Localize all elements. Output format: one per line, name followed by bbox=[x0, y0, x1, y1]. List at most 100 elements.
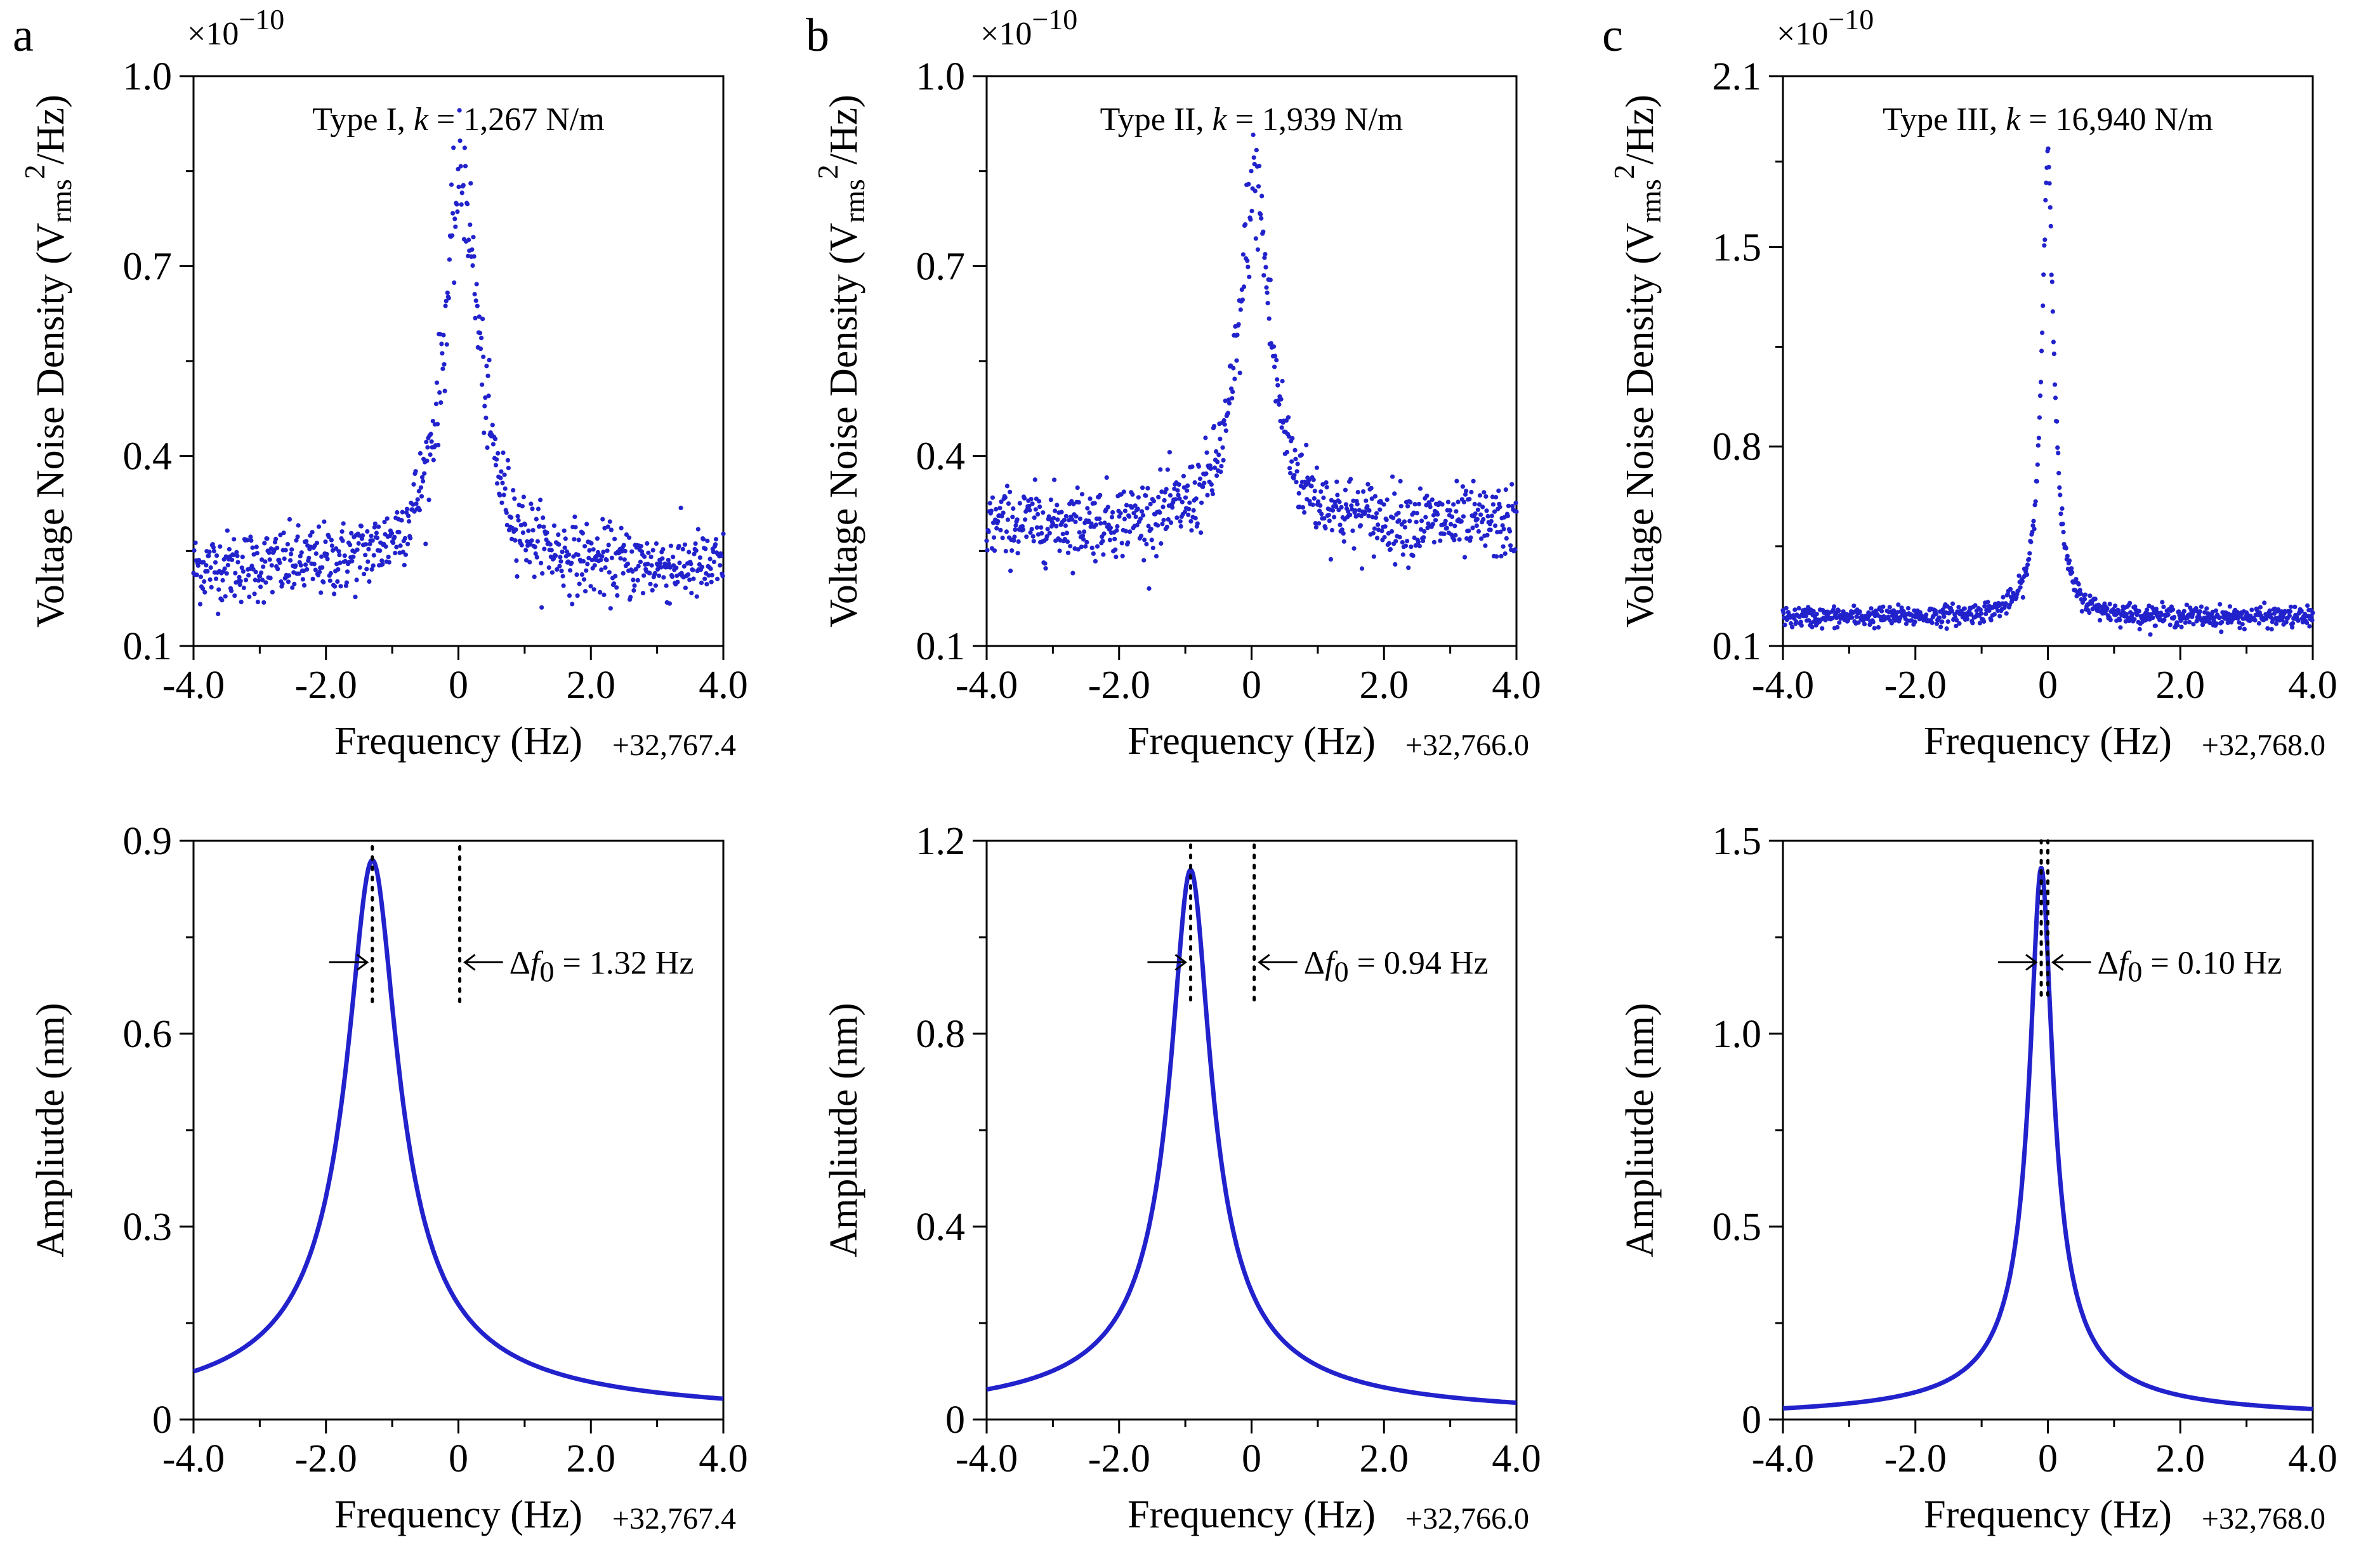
data-point bbox=[1023, 517, 1028, 522]
data-point bbox=[2087, 610, 2092, 616]
data-point bbox=[1341, 539, 1346, 544]
data-point bbox=[709, 579, 714, 584]
x-tick-label: 2.0 bbox=[567, 664, 616, 707]
data-point bbox=[2082, 596, 2088, 602]
data-point bbox=[1933, 612, 1938, 617]
data-point bbox=[2050, 309, 2055, 314]
data-point bbox=[1029, 527, 1034, 532]
data-point bbox=[275, 545, 280, 551]
data-point bbox=[1055, 517, 1060, 522]
data-point bbox=[2130, 612, 2135, 617]
data-point bbox=[1101, 552, 1106, 557]
data-point bbox=[1032, 477, 1037, 482]
data-point bbox=[1033, 507, 1038, 512]
data-point bbox=[1962, 606, 1967, 611]
data-point bbox=[1887, 605, 1892, 610]
data-point bbox=[385, 516, 390, 521]
data-point bbox=[278, 532, 283, 537]
data-point bbox=[418, 485, 424, 490]
data-point bbox=[1318, 489, 1324, 494]
data-point bbox=[686, 572, 691, 577]
data-point bbox=[353, 595, 358, 600]
y-tick-label: 1.5 bbox=[1713, 820, 1762, 863]
data-point bbox=[1335, 492, 1340, 497]
data-point bbox=[1130, 492, 1135, 497]
data-point bbox=[477, 314, 482, 319]
data-point bbox=[2187, 619, 2192, 624]
data-point bbox=[609, 555, 615, 560]
data-point bbox=[288, 558, 293, 563]
data-point bbox=[1240, 252, 1246, 257]
data-point bbox=[2069, 566, 2074, 571]
data-point bbox=[530, 528, 536, 533]
data-point bbox=[986, 529, 991, 534]
data-point bbox=[1186, 512, 1191, 517]
data-point bbox=[1924, 612, 1929, 617]
data-point bbox=[641, 573, 647, 578]
data-point bbox=[391, 540, 396, 546]
data-point bbox=[2310, 610, 2315, 616]
data-point bbox=[1317, 521, 1322, 526]
data-point bbox=[640, 591, 646, 596]
data-point bbox=[2023, 565, 2029, 571]
data-point bbox=[1444, 525, 1449, 530]
data-point bbox=[1154, 553, 1159, 559]
y-label-end: /Hz) bbox=[822, 95, 865, 164]
data-point bbox=[287, 517, 293, 522]
data-point bbox=[1376, 522, 1381, 527]
data-point bbox=[1355, 501, 1360, 507]
data-point bbox=[497, 492, 503, 498]
data-point bbox=[1006, 501, 1011, 506]
data-point bbox=[277, 560, 282, 565]
data-point bbox=[1231, 366, 1236, 371]
data-point bbox=[356, 541, 361, 546]
data-point bbox=[1397, 518, 1402, 523]
data-point bbox=[2029, 539, 2034, 544]
data-point bbox=[260, 577, 265, 583]
data-point bbox=[1127, 514, 1132, 519]
data-point bbox=[1982, 603, 1987, 609]
data-point bbox=[201, 586, 206, 591]
data-point bbox=[362, 572, 367, 577]
data-point bbox=[202, 579, 207, 584]
data-point bbox=[494, 457, 499, 462]
data-point bbox=[482, 404, 487, 409]
data-point bbox=[1329, 527, 1335, 533]
data-point bbox=[557, 563, 562, 569]
data-point bbox=[473, 315, 478, 320]
plot-frame bbox=[192, 75, 725, 647]
data-point bbox=[1419, 518, 1424, 524]
data-point bbox=[490, 423, 495, 428]
x-axis-label: Frequency (Hz) bbox=[1128, 720, 1376, 763]
data-point bbox=[292, 581, 297, 587]
data-point bbox=[2105, 606, 2110, 611]
data-point bbox=[655, 567, 661, 572]
data-point bbox=[586, 555, 591, 561]
data-point bbox=[1211, 424, 1217, 429]
data-point bbox=[380, 562, 385, 567]
data-point bbox=[638, 544, 644, 549]
data-point bbox=[1318, 503, 1323, 508]
data-point bbox=[372, 525, 377, 530]
data-point bbox=[1494, 554, 1499, 559]
data-point bbox=[646, 550, 651, 555]
data-point bbox=[1004, 529, 1009, 534]
data-point bbox=[2025, 572, 2030, 577]
data-point bbox=[1289, 459, 1294, 464]
data-point bbox=[1358, 513, 1364, 518]
data-point bbox=[1510, 504, 1515, 509]
data-point bbox=[1080, 533, 1086, 538]
data-point bbox=[2217, 616, 2222, 621]
data-point bbox=[1265, 290, 1270, 295]
data-point bbox=[1937, 615, 1942, 621]
data-point bbox=[1371, 530, 1376, 536]
data-point bbox=[707, 557, 713, 562]
data-point bbox=[1363, 510, 1368, 515]
data-point bbox=[1112, 536, 1117, 542]
y-tick-label: 0.4 bbox=[916, 435, 966, 478]
data-point bbox=[376, 524, 381, 529]
data-point bbox=[259, 570, 264, 576]
data-point bbox=[630, 569, 635, 574]
data-point bbox=[1062, 517, 1067, 523]
data-point bbox=[562, 528, 567, 533]
